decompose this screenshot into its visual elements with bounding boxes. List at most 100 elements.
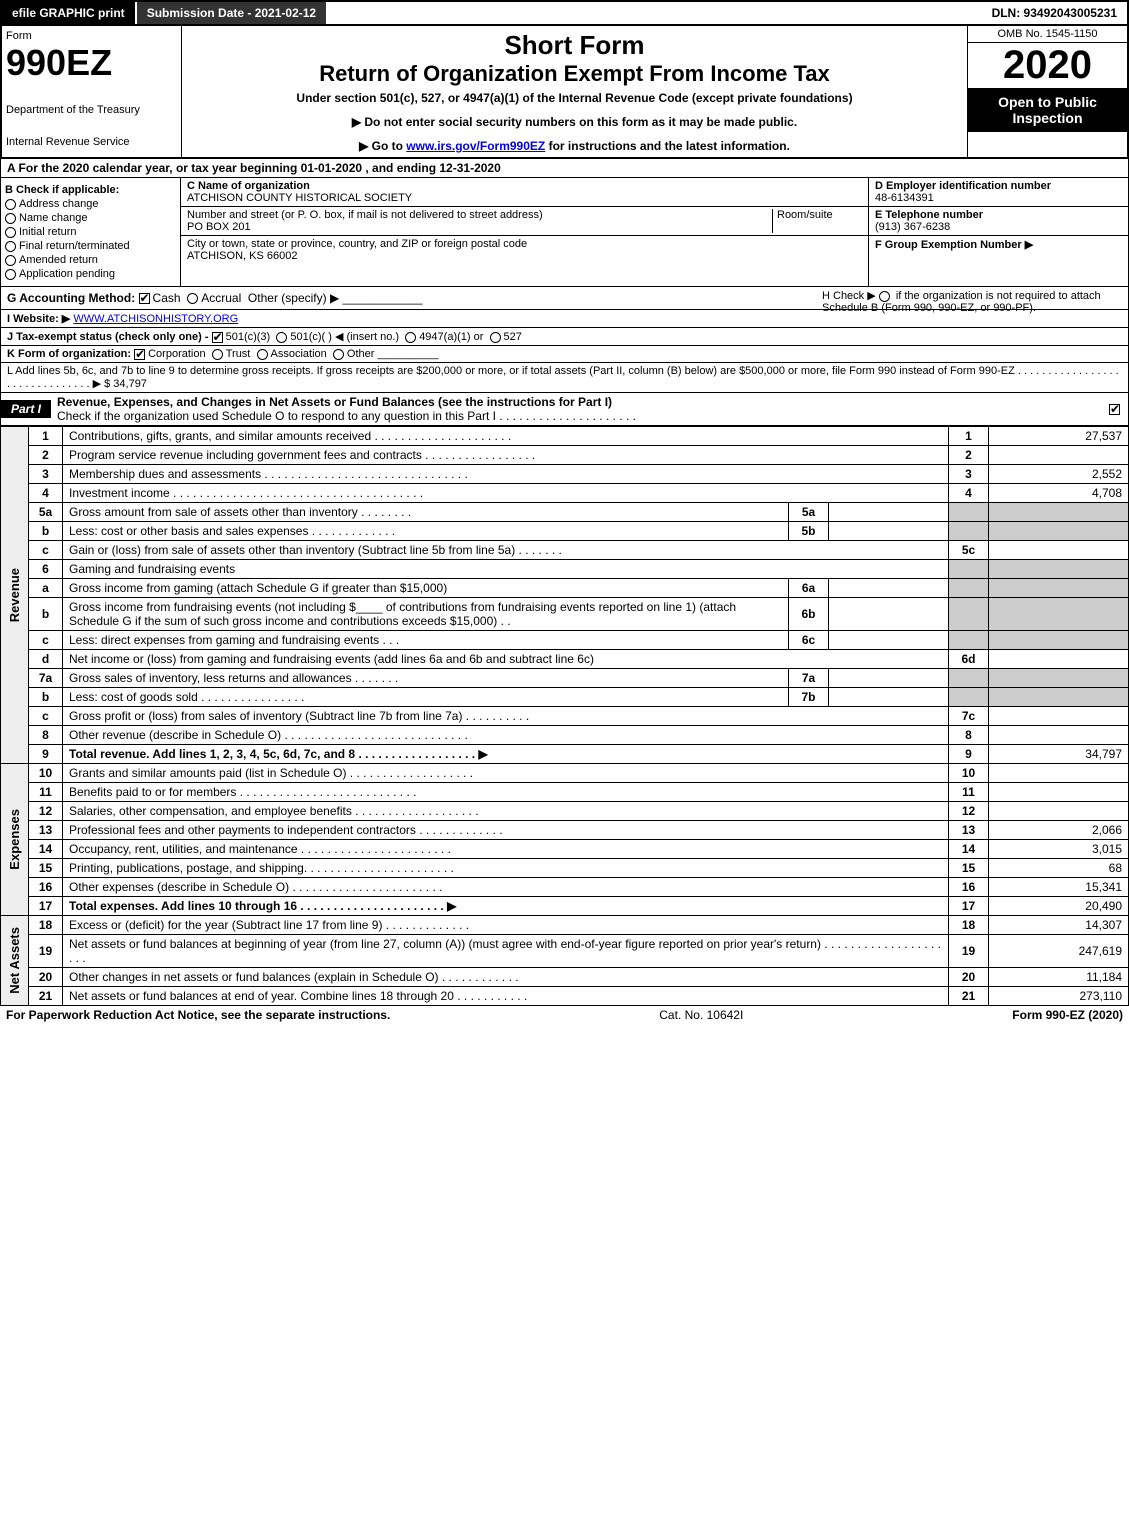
mn5a: 5a: [789, 503, 829, 522]
t7b: Less: cost of goods sold . . . . . . . .…: [63, 688, 789, 707]
ln11: 11: [949, 783, 989, 802]
n8: 8: [29, 726, 63, 745]
mn6a: 6a: [789, 579, 829, 598]
lbl-website: I Website: ▶: [7, 313, 70, 325]
part-i-sub: Check if the organization used Schedule …: [57, 409, 636, 423]
check-cash[interactable]: [139, 293, 150, 304]
lbl-amended-return: Amended return: [19, 254, 98, 266]
check-527[interactable]: [490, 332, 501, 343]
n3: 3: [29, 465, 63, 484]
n4: 4: [29, 484, 63, 503]
ln12: 12: [949, 802, 989, 821]
efile-print-button[interactable]: efile GRAPHIC print: [2, 2, 137, 24]
t6: Gaming and fundraising events: [63, 560, 949, 579]
lbl-4947: 4947(a)(1) or: [419, 331, 483, 343]
t5c: Gain or (loss) from sale of assets other…: [63, 541, 949, 560]
a18: 14,307: [989, 916, 1129, 935]
check-final-return[interactable]: [5, 241, 16, 252]
n6: 6: [29, 560, 63, 579]
website-link[interactable]: WWW.ATCHISONHISTORY.ORG: [73, 313, 238, 325]
h-pre: H Check ▶: [822, 290, 879, 302]
a7c: [989, 707, 1129, 726]
mn5b: 5b: [789, 522, 829, 541]
ln4: 4: [949, 484, 989, 503]
t16: Other expenses (describe in Schedule O) …: [63, 878, 949, 897]
check-name-change[interactable]: [5, 213, 16, 224]
lbl-accounting: G Accounting Method:: [7, 291, 135, 305]
l-amount: 34,797: [113, 378, 147, 390]
ln9: 9: [949, 745, 989, 764]
section-revenue: Revenue: [7, 568, 22, 622]
check-4947[interactable]: [405, 332, 416, 343]
n5c: c: [29, 541, 63, 560]
goto-link[interactable]: www.irs.gov/Form990EZ: [406, 139, 545, 153]
mn6b: 6b: [789, 598, 829, 631]
check-other-org[interactable]: [333, 349, 344, 360]
part-i-bar: Part I Revenue, Expenses, and Changes in…: [0, 393, 1129, 426]
t6c: Less: direct expenses from gaming and fu…: [63, 631, 789, 650]
a11: [989, 783, 1129, 802]
check-trust[interactable]: [212, 349, 223, 360]
a10: [989, 764, 1129, 783]
a17: 20,490: [989, 897, 1129, 916]
t20: Other changes in net assets or fund bala…: [63, 968, 949, 987]
t15: Printing, publications, postage, and shi…: [63, 859, 949, 878]
check-accrual[interactable]: [187, 293, 198, 304]
n5a: 5a: [29, 503, 63, 522]
org-address: PO BOX 201: [187, 221, 251, 233]
org-name: ATCHISON COUNTY HISTORICAL SOCIETY: [187, 192, 412, 204]
lbl-tax-exempt: J Tax-exempt status (check only one) -: [7, 331, 209, 343]
title-short-form: Short Form: [186, 30, 963, 61]
lbl-tel: E Telephone number: [875, 209, 983, 221]
ln3: 3: [949, 465, 989, 484]
ma7a: [829, 669, 949, 688]
check-corporation[interactable]: [134, 349, 145, 360]
ln7c: 7c: [949, 707, 989, 726]
check-schedule-b[interactable]: [879, 291, 890, 302]
check-address-change[interactable]: [5, 199, 16, 210]
t7a: Gross sales of inventory, less returns a…: [63, 669, 789, 688]
n15: 15: [29, 859, 63, 878]
subtitle-section: Under section 501(c), 527, or 4947(a)(1)…: [186, 91, 963, 105]
n18: 18: [29, 916, 63, 935]
ln13: 13: [949, 821, 989, 840]
n11: 11: [29, 783, 63, 802]
a1: 27,537: [989, 427, 1129, 446]
telephone: (913) 367-6238: [875, 221, 950, 233]
check-amended-return[interactable]: [5, 255, 16, 266]
t6a: Gross income from gaming (attach Schedul…: [63, 579, 789, 598]
ssn-warning: ▶ Do not enter social security numbers o…: [186, 115, 963, 129]
ln16: 16: [949, 878, 989, 897]
check-application-pending[interactable]: [5, 269, 16, 280]
t13: Professional fees and other payments to …: [63, 821, 949, 840]
n6a: a: [29, 579, 63, 598]
box-def: D Employer identification number 48-6134…: [868, 178, 1128, 286]
a12: [989, 802, 1129, 821]
n6b: b: [29, 598, 63, 631]
lbl-corporation: Corporation: [148, 348, 205, 360]
entity-block: B Check if applicable: Address change Na…: [0, 178, 1129, 287]
form-number: 990EZ: [6, 42, 177, 84]
lbl-accrual: Accrual: [201, 291, 241, 305]
n7b: b: [29, 688, 63, 707]
n1: 1: [29, 427, 63, 446]
check-association[interactable]: [257, 349, 268, 360]
lbl-ein: D Employer identification number: [875, 180, 1051, 192]
check-501c3[interactable]: [212, 332, 223, 343]
ln8: 8: [949, 726, 989, 745]
a8: [989, 726, 1129, 745]
top-bar: efile GRAPHIC print Submission Date - 20…: [0, 0, 1129, 26]
omb-number: OMB No. 1545-1150: [968, 26, 1127, 43]
n17: 17: [29, 897, 63, 916]
check-501c[interactable]: [276, 332, 287, 343]
part-i-title: Revenue, Expenses, and Changes in Net As…: [57, 395, 612, 409]
t8: Other revenue (describe in Schedule O) .…: [63, 726, 949, 745]
ln14: 14: [949, 840, 989, 859]
box-h: H Check ▶ if the organization is not req…: [822, 289, 1122, 314]
t18: Excess or (deficit) for the year (Subtra…: [63, 916, 949, 935]
submission-date: Submission Date - 2021-02-12: [137, 2, 326, 24]
n16: 16: [29, 878, 63, 897]
check-schedule-o[interactable]: [1109, 404, 1120, 415]
check-initial-return[interactable]: [5, 227, 16, 238]
t11: Benefits paid to or for members . . . . …: [63, 783, 949, 802]
